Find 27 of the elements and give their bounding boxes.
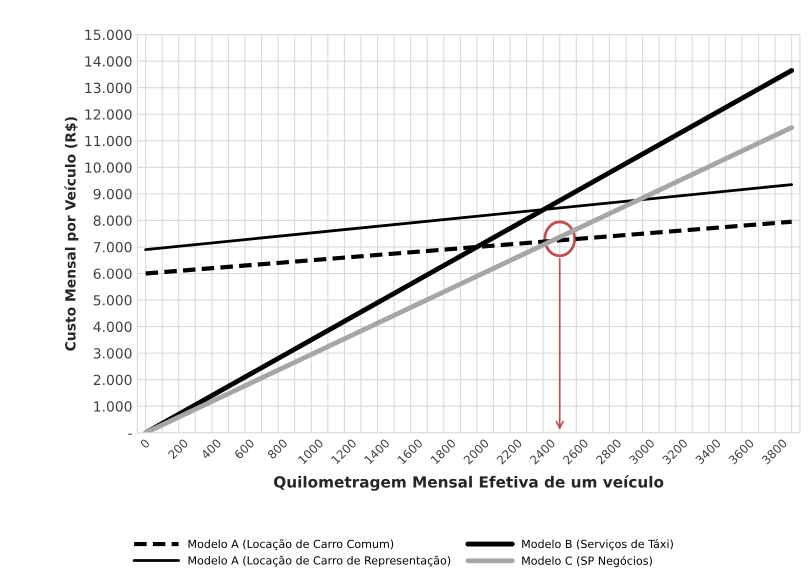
y-tick-label: 5.000 [94, 295, 132, 306]
y-tick-label: 2.000 [94, 374, 132, 386]
y-tick-label: 7.000 [94, 242, 132, 252]
x-tick-label: 600 [234, 438, 255, 460]
y-tick-label: 4.000 [93, 322, 132, 332]
x-tick-label: 0 [140, 438, 150, 449]
legend-label: Modelo A (Locação de Carro de Representação) [188, 556, 450, 567]
y-tick-label: 9.000 [94, 188, 132, 200]
y-tick-label: 13.000 [85, 82, 132, 94]
y-tick-label: 14.000 [85, 56, 132, 67]
y-tick-label: 11.000 [85, 136, 132, 146]
x-tick-label: 800 [266, 438, 288, 460]
x-tick-label: 200 [168, 438, 189, 460]
y-tick-label: 12.000 [85, 109, 132, 120]
y-tick-label: 10.000 [85, 162, 132, 173]
y-tick-label: 8.000 [94, 215, 132, 226]
y-tick-label: 1.000 [94, 401, 132, 412]
y-tick-label: 15.000 [85, 30, 132, 40]
y-tick-label: - [128, 434, 132, 435]
y-tick-label: 6.000 [94, 268, 132, 279]
y-axis-title: Custo Mensal por Veículo (R$) [64, 117, 78, 351]
legend-label: Modelo C (SP Negócios) [522, 556, 652, 567]
legend-label: Modelo A (Locação de Carro Comum) [188, 539, 394, 550]
x-axis-title: Quilometragem Mensal Efetiva de um veículo [274, 475, 664, 491]
legend-label: Modelo B (Serviços de Táxi) [522, 539, 673, 550]
x-tick-label: 400 [200, 438, 222, 460]
y-tick-label: 3.000 [94, 348, 132, 359]
